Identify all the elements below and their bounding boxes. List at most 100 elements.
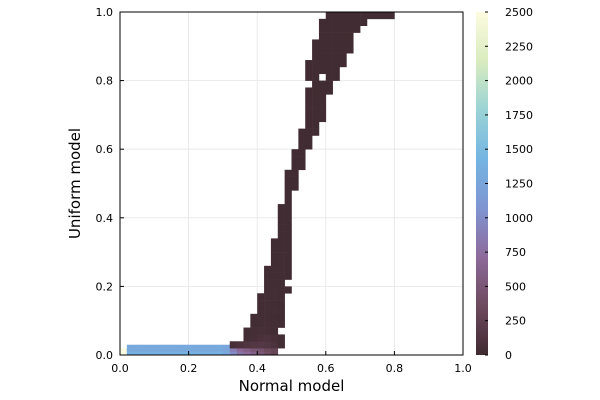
heatmap-cell <box>346 39 354 47</box>
heatmap-cell <box>298 128 306 136</box>
heatmap-cell <box>264 306 272 315</box>
heatmap-cell <box>325 73 333 81</box>
heatmap-cell <box>277 334 285 342</box>
heatmap-cell <box>312 46 320 54</box>
heatmap-cell <box>264 334 272 342</box>
heatmap-cell <box>305 101 313 109</box>
heatmap-cell <box>257 341 265 349</box>
heatmap-cell <box>325 46 333 54</box>
heatmap-cell <box>147 344 155 352</box>
heatmap-cell <box>318 18 327 27</box>
heatmap-cell <box>277 204 285 212</box>
heatmap-cell <box>284 176 292 184</box>
heatmap-cell <box>291 156 299 164</box>
heatmap-cell <box>277 210 285 219</box>
heatmap-cell <box>339 46 347 54</box>
heatmap-cell <box>270 272 279 280</box>
heatmap-cell <box>312 53 320 61</box>
x-axis-label: Normal model <box>239 377 345 395</box>
heatmap-cell <box>325 53 333 61</box>
heatmap-cell <box>277 300 285 308</box>
heatmap-cell <box>318 39 327 47</box>
heatmap-cell <box>332 66 340 75</box>
heatmap-cell <box>353 12 361 20</box>
heatmap-cell <box>264 293 272 301</box>
heatmap-cell <box>264 327 272 335</box>
heatmap-cell <box>195 344 203 352</box>
heatmap-cell <box>325 87 333 95</box>
colorbar-tick-label: 0 <box>505 349 512 362</box>
heatmap-cell <box>209 344 217 352</box>
heatmap-cell <box>387 12 395 20</box>
heatmap-cell <box>312 94 320 102</box>
heatmap-cell <box>229 341 237 349</box>
heatmap-cell <box>332 53 340 61</box>
heatmap-cell <box>325 39 333 47</box>
heatmap-cell <box>318 101 327 109</box>
heatmap-cell <box>264 313 272 321</box>
heatmap-cell <box>366 12 375 20</box>
heatmap-cell <box>373 12 381 20</box>
heatmap-cells <box>120 12 395 356</box>
y-axis-ticks: 0.0 0.2 0.4 0.6 0.8 1.0 <box>96 6 124 362</box>
heatmap-cell <box>312 121 320 129</box>
heatmap-cell <box>257 306 265 315</box>
heatmap-cell <box>305 108 313 116</box>
heatmap-cell <box>270 300 279 308</box>
x-tick-label: 0.0 <box>111 362 129 375</box>
heatmap-cell <box>325 25 333 33</box>
heatmap-cell <box>318 46 327 54</box>
heatmap-cell <box>270 265 279 273</box>
heatmap-cell <box>298 162 306 171</box>
heatmap-cell <box>312 108 320 116</box>
heatmap-cell <box>298 149 306 157</box>
heatmap-cell <box>174 344 183 352</box>
y-tick-label: 0.6 <box>96 143 114 156</box>
heatmap-cell <box>216 344 224 352</box>
x-tick-label: 0.8 <box>386 362 404 375</box>
heatmap-cell <box>257 334 265 342</box>
heatmap-cell <box>270 279 279 287</box>
heatmap-cell <box>126 344 135 352</box>
heatmap-cell <box>243 327 251 335</box>
heatmap-cell <box>312 60 320 68</box>
heatmap-cell <box>277 252 285 260</box>
colorbar-tick-label: 500 <box>505 280 526 293</box>
heatmap-cell <box>318 32 327 40</box>
heatmap-cell <box>250 341 258 349</box>
heatmap-cell <box>270 245 279 253</box>
heatmap-cell <box>318 94 327 102</box>
heatmap-cell <box>270 341 279 349</box>
heatmap-cell <box>305 135 313 143</box>
heatmap-cell <box>154 344 162 352</box>
heatmap-cell <box>318 53 327 61</box>
heatmap-cell <box>277 217 285 225</box>
heatmap-cell <box>270 306 279 315</box>
heatmap-cell <box>277 245 285 253</box>
heatmap-cell <box>250 334 258 342</box>
heatmap-cell <box>277 313 285 321</box>
heatmap-cell <box>277 231 285 239</box>
heatmap-cell <box>243 334 251 342</box>
heatmap-cell <box>305 114 313 123</box>
heatmap-cell <box>291 176 299 184</box>
heatmap-cell <box>284 224 292 232</box>
heatmap-cell <box>346 46 354 54</box>
heatmap-cell <box>188 344 196 352</box>
colorbar-tick-label: 2250 <box>505 40 533 53</box>
heatmap-cell <box>277 279 285 287</box>
heatmap-cell <box>270 327 279 335</box>
colorbar-tick-label: 250 <box>505 315 526 328</box>
heatmap-cell <box>325 80 333 88</box>
heatmap-cell <box>284 190 292 198</box>
x-axis-ticks: 0.0 0.2 0.4 0.6 0.8 1.0 <box>111 351 472 375</box>
heatmap-cell <box>346 25 354 33</box>
heatmap-cell <box>264 265 272 273</box>
plot-frame <box>119 11 464 356</box>
heatmap-cell <box>264 300 272 308</box>
heatmap-cell <box>264 341 272 349</box>
heatmap-cell <box>325 32 333 40</box>
heatmap-cell <box>270 286 279 294</box>
heatmap-cell <box>277 258 285 267</box>
heatmap-cell <box>332 39 340 47</box>
